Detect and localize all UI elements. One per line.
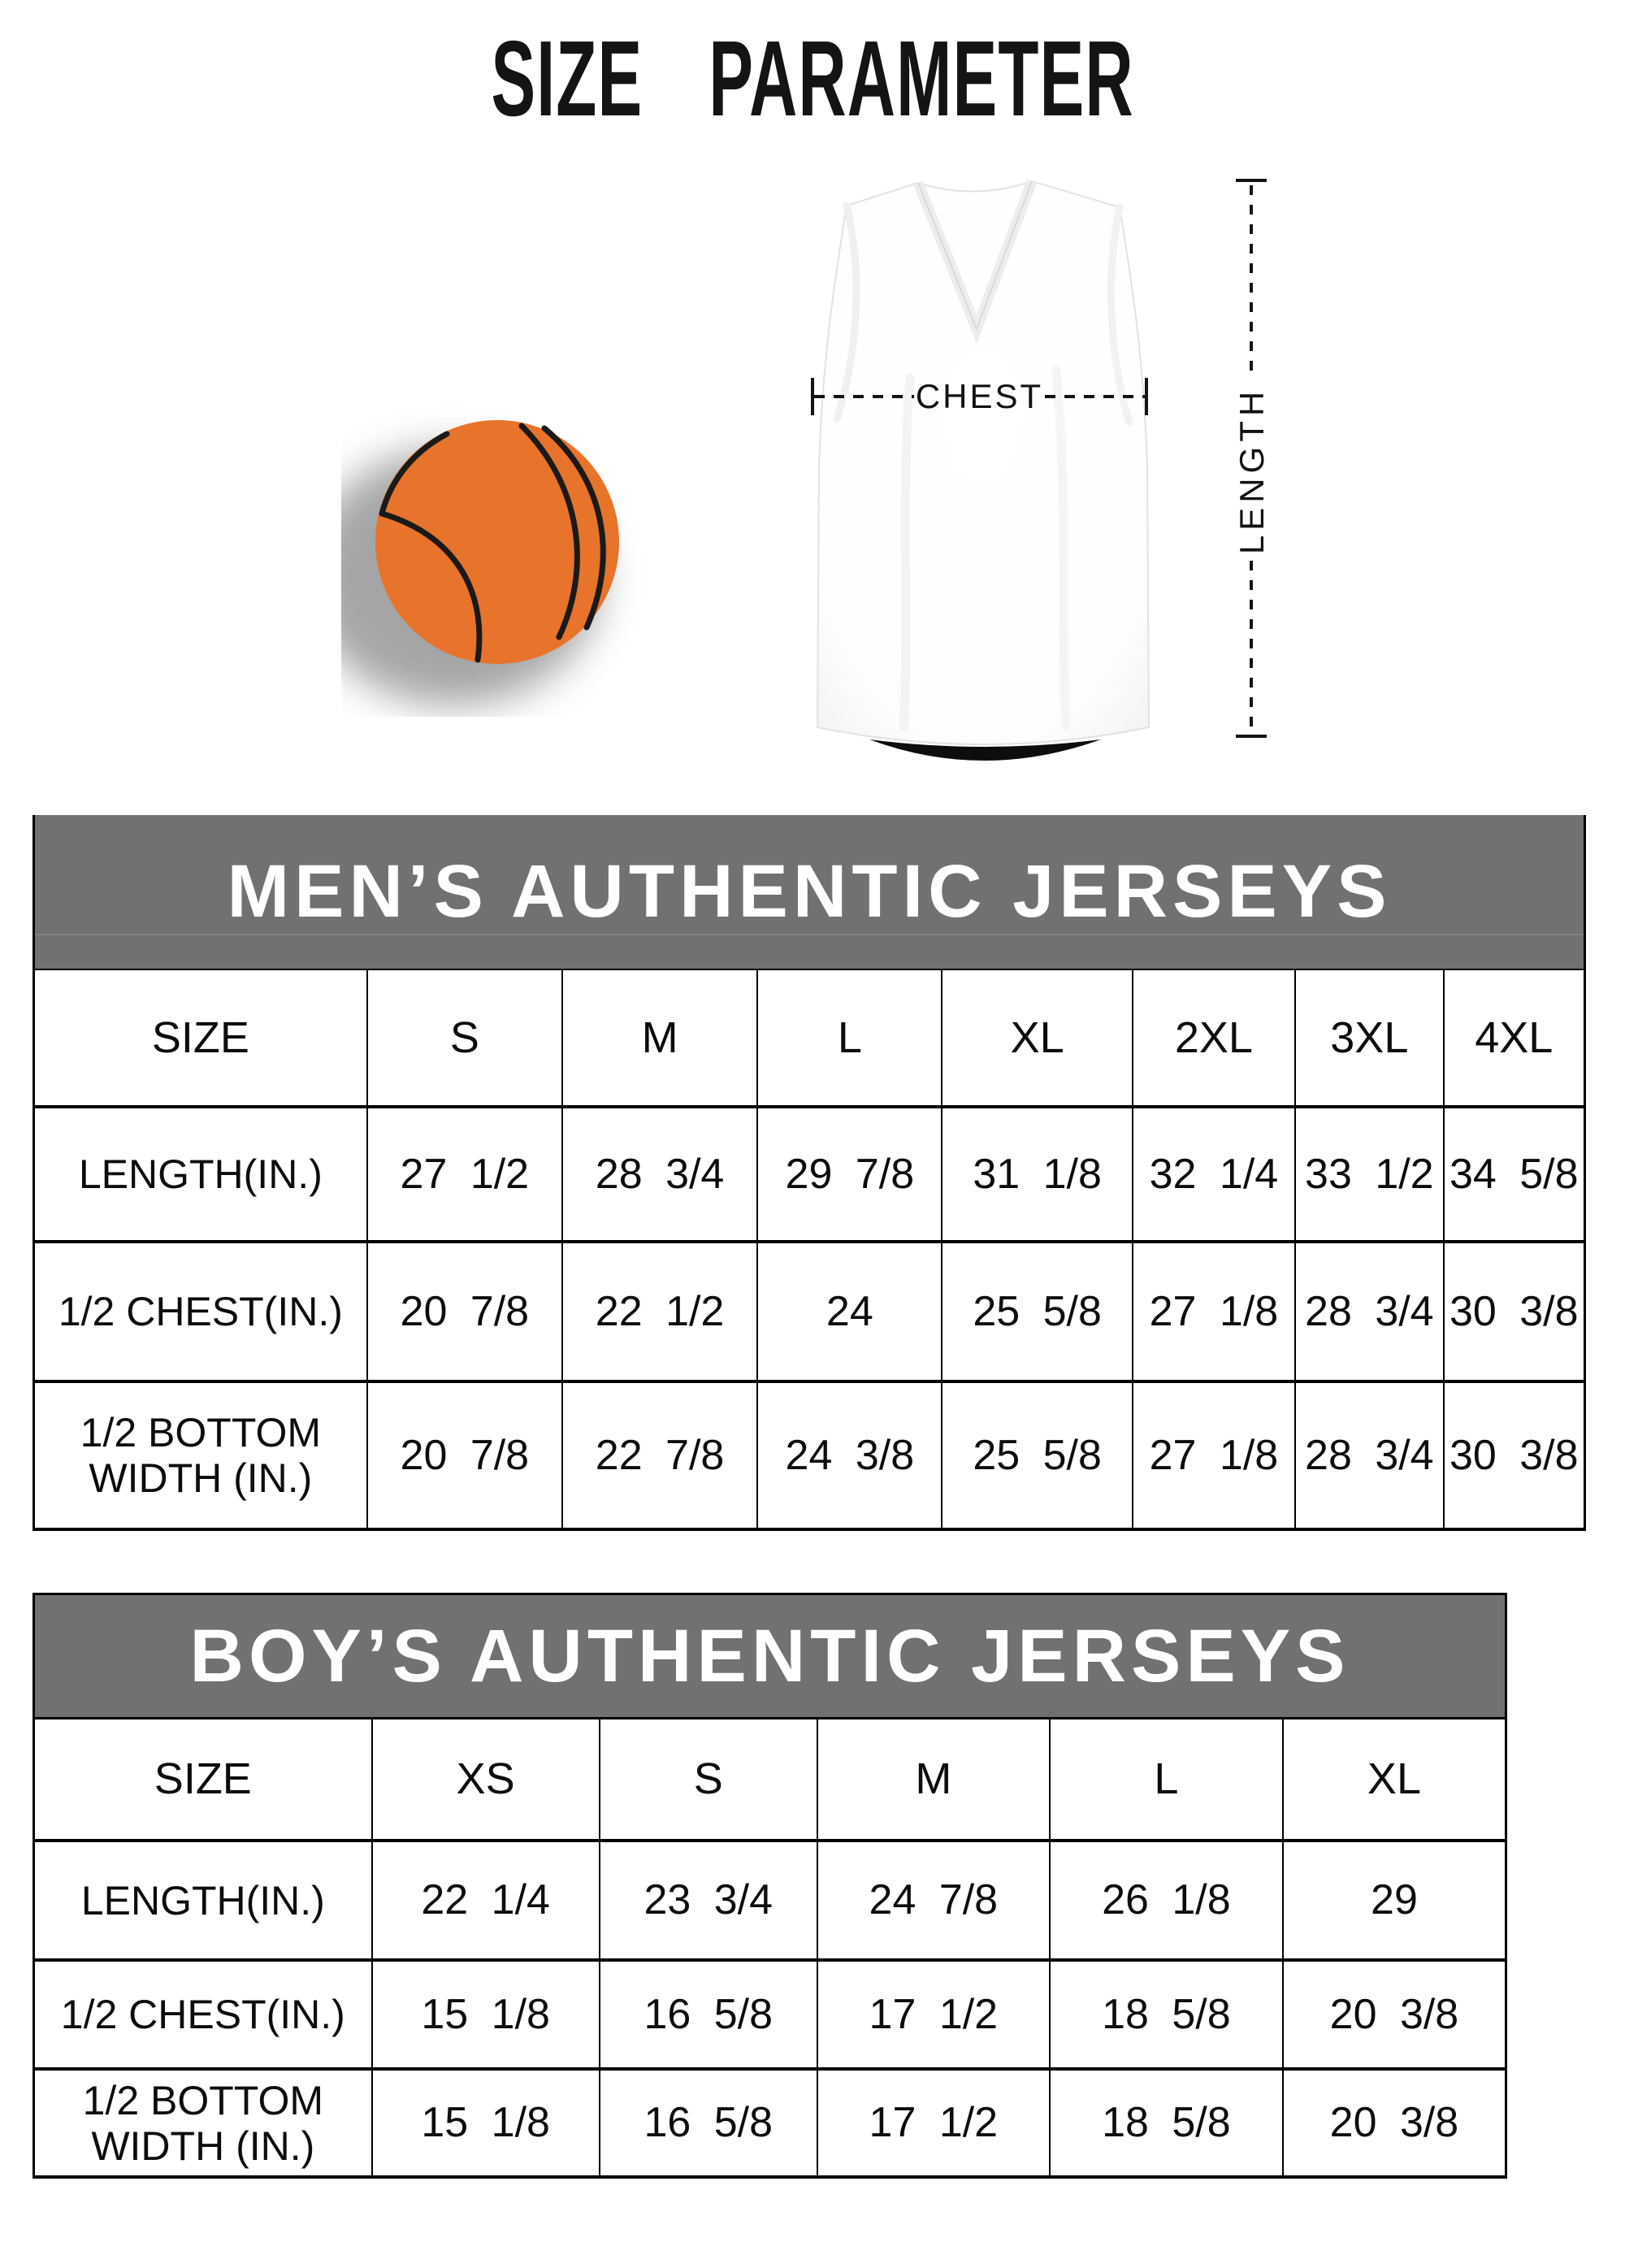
length-dash-top	[1250, 185, 1253, 380]
value-cell: 28 3/4	[1294, 1240, 1443, 1380]
row-label: LENGTH(IN.)	[35, 1839, 371, 1958]
size-header-cell: 4XL	[1442, 969, 1584, 1105]
length-label: LENGTH	[1233, 386, 1272, 555]
value-cell: 22 1/2	[561, 1240, 757, 1380]
page-title-text: SIZE PARAMETER	[491, 19, 1134, 138]
length-bottom-tick	[1236, 735, 1267, 738]
value-cell: 24	[756, 1240, 942, 1380]
size-header-cell: SIZE	[35, 1717, 371, 1839]
mens-size-table: MEN’S AUTHENTIC JERSEYS SIZE S M L XL 2X…	[32, 815, 1586, 1531]
value-cell: 25 5/8	[941, 1240, 1132, 1380]
value-cell: 20 3/8	[1281, 1958, 1505, 2067]
value-cell: 26 1/8	[1048, 1839, 1282, 1958]
value-cell: 24 7/8	[816, 1839, 1049, 1958]
value-cell: 17 1/2	[816, 1958, 1049, 2067]
value-cell: 24 3/8	[756, 1380, 942, 1528]
boys-size-table: BOY’S AUTHENTIC JERSEYS SIZE XS S M L XL…	[32, 1593, 1507, 2179]
value-cell: 15 1/8	[370, 1958, 599, 2067]
value-cell: 16 5/8	[598, 2067, 817, 2175]
size-header-cell: 2XL	[1131, 969, 1295, 1105]
length-measure-line: LENGTH	[1233, 179, 1271, 739]
value-cell: 16 5/8	[598, 1958, 817, 2067]
boys-table-title: BOY’S AUTHENTIC JERSEYS	[189, 1614, 1350, 1698]
chest-left-tick	[811, 378, 814, 415]
value-cell: 15 1/8	[370, 2067, 599, 2175]
value-cell: 17 1/2	[816, 2067, 1049, 2175]
value-cell: 22 1/4	[370, 1839, 599, 1958]
size-header-cell: S	[366, 969, 561, 1105]
boys-table-grid: SIZE XS S M L XL LENGTH(IN.) 22 1/4 23 3…	[35, 1717, 1505, 2175]
row-label: 1/2 BOTTOM WIDTH (IN.)	[35, 1380, 366, 1528]
value-cell: 27 1/8	[1131, 1240, 1295, 1380]
row-label: 1/2 CHEST(IN.)	[35, 1958, 371, 2067]
value-cell: 30 3/8	[1442, 1380, 1584, 1528]
size-header-cell: M	[561, 969, 757, 1105]
size-header-cell: M	[816, 1717, 1049, 1839]
value-cell: 18 5/8	[1048, 2067, 1282, 2175]
value-cell: 32 1/4	[1131, 1105, 1295, 1240]
size-header-cell: 3XL	[1294, 969, 1443, 1105]
value-cell: 28 3/4	[1294, 1380, 1443, 1528]
value-cell: 27 1/8	[1131, 1380, 1295, 1528]
size-header-cell: XL	[1281, 1717, 1505, 1839]
value-cell: 20 7/8	[366, 1380, 561, 1528]
row-label: 1/2 CHEST(IN.)	[35, 1240, 366, 1380]
jersey-illustration	[816, 179, 1150, 761]
row-label: LENGTH(IN.)	[35, 1105, 366, 1240]
value-cell: 18 5/8	[1048, 1958, 1282, 2067]
basketball-icon	[341, 420, 619, 705]
size-header-cell: XL	[941, 969, 1132, 1105]
mens-table-title: MEN’S AUTHENTIC JERSEYS	[227, 850, 1392, 933]
value-cell: 30 3/8	[1442, 1240, 1584, 1380]
jersey-hem-shadow	[869, 739, 1101, 761]
length-dash-bottom	[1250, 561, 1253, 730]
size-header-cell: L	[1048, 1717, 1282, 1839]
value-cell: 34 5/8	[1442, 1105, 1584, 1240]
value-cell: 20 7/8	[366, 1240, 561, 1380]
value-cell: 29 7/8	[756, 1105, 942, 1240]
row-label: 1/2 BOTTOM WIDTH (IN.)	[35, 2067, 371, 2175]
value-cell: 22 7/8	[561, 1380, 757, 1528]
jersey-body	[816, 180, 1150, 745]
chest-measure-line: CHEST	[811, 375, 1149, 418]
chest-right-tick	[1145, 378, 1149, 415]
chest-label: CHEST	[915, 377, 1044, 415]
value-cell: 31 1/8	[941, 1105, 1132, 1240]
value-cell: 28 3/4	[561, 1105, 757, 1240]
value-cell: 20 3/8	[1281, 2067, 1505, 2175]
length-top-tick	[1236, 179, 1267, 182]
value-cell: 27 1/2	[366, 1105, 561, 1240]
boys-table-title-band: BOY’S AUTHENTIC JERSEYS	[35, 1595, 1505, 1717]
size-header-cell: L	[756, 969, 942, 1105]
chest-dash-left	[814, 395, 914, 398]
page-title: SIZE PARAMETER	[0, 19, 1625, 138]
value-cell: 23 3/4	[598, 1839, 817, 1958]
size-header-cell: S	[598, 1717, 817, 1839]
mens-table-grid: SIZE S M L XL 2XL 3XL 4XL LENGTH(IN.) 27…	[35, 969, 1584, 1528]
size-header-cell: XS	[370, 1717, 599, 1839]
length-label-wrap: LENGTH	[1233, 384, 1271, 557]
chest-dash-right	[1045, 395, 1146, 398]
value-cell: 33 1/2	[1294, 1105, 1443, 1240]
mens-table-title-band: MEN’S AUTHENTIC JERSEYS	[35, 815, 1584, 969]
size-header-cell: SIZE	[35, 969, 366, 1105]
value-cell: 29	[1281, 1839, 1505, 1958]
value-cell: 25 5/8	[941, 1380, 1132, 1528]
